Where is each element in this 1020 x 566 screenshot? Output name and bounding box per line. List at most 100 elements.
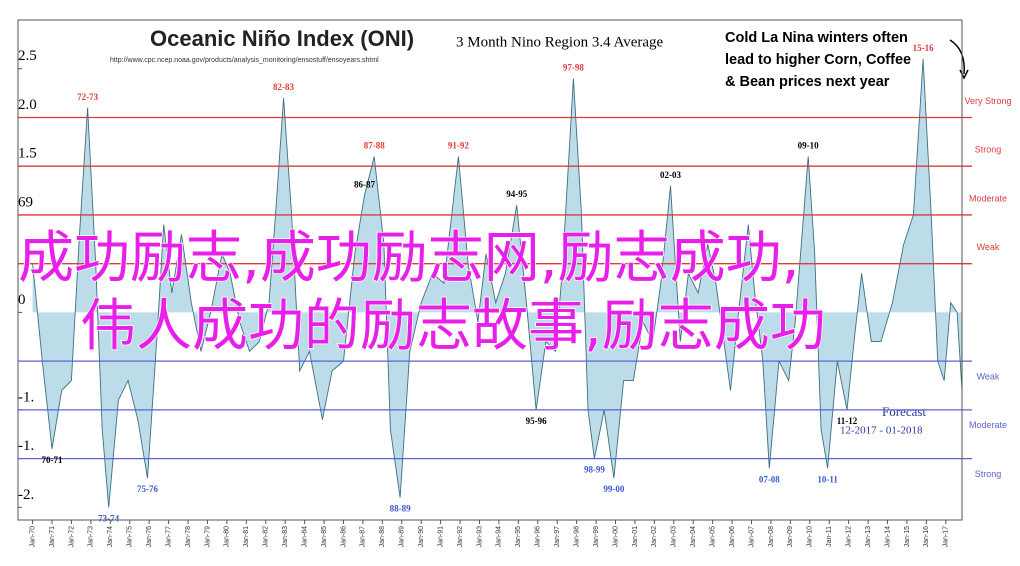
y-tick-label: 1.5 [18,146,37,162]
callout-line: lead to higher Corn, Coffee [725,52,911,68]
x-tick-label: Jan-17 [943,526,950,548]
x-tick-label: Jan-93 [476,526,483,548]
threshold-label: Weak [977,242,1000,252]
peak-label: 07-08 [759,474,780,484]
peak-label: 11-12 [837,416,858,426]
y-tick-label: 2.0 [18,97,37,113]
x-tick-label: Jan-80 [224,526,231,548]
peak-label: 94-95 [506,189,527,199]
x-tick-label: Jan-85 [321,526,328,548]
threshold-label: Strong [975,145,1002,155]
x-tick-label: Jan-14 [884,526,891,548]
x-tick-label: Jan-16 [923,526,930,548]
source-url: http://www.cpc.ncep.noaa.gov/products/an… [110,57,379,64]
x-tick-label: Jan-01 [632,526,639,548]
x-tick-label: Jan-84 [301,526,308,548]
x-tick-label: Jan-87 [360,526,367,548]
peak-label: 91-92 [448,141,469,151]
x-tick-label: Jan-03 [671,526,678,548]
x-tick-label: Jan-79 [204,526,211,548]
threshold-label: Weak [977,372,1000,382]
peak-label: 82-83 [273,82,294,92]
callout-line: & Bean prices next year [725,74,890,90]
peak-label: 09-10 [798,141,819,151]
peak-label: 97-98 [563,63,584,73]
chart-subtitle: 3 Month Nino Region 3.4 Average [456,34,664,50]
overlay-text: 成功励志,成功励志网,励志成功, [18,226,799,291]
x-tick-label: Jan-83 [282,526,289,548]
peak-label: 10-11 [817,474,838,484]
x-tick-label: Jan-90 [418,526,425,548]
peak-label: 02-03 [660,170,681,180]
x-tick-label: Jan-07 [748,526,755,548]
x-tick-label: Jan-99 [593,526,600,548]
forecast-period: 12-2017 - 01-2018 [840,425,923,437]
x-tick-label: Jan-00 [612,526,619,548]
x-tick-label: Jan-09 [787,526,794,548]
x-tick-label: Jan-73 [88,526,95,548]
callout-line: Cold La Nina winters often [725,30,908,46]
threshold-label: Moderate [969,193,1007,203]
x-tick-label: Jan-10 [807,526,814,548]
peak-label: 99-00 [603,484,624,494]
chart-title: Oceanic Niño Index (ONI) [150,26,414,51]
x-tick-label: Jan-81 [243,526,250,548]
y-tick-label: -2. [18,487,34,503]
x-tick-label: Jan-70 [29,526,36,548]
threshold-label: Very Strong [964,96,1011,106]
peak-label: 95-96 [526,416,547,426]
x-tick-label: Jan-06 [729,526,736,548]
x-tick-label: Jan-02 [651,526,658,548]
overlay-text: 伟人成功的励志故事,励志成功 [80,294,826,359]
x-tick-label: Jan-72 [68,526,75,548]
x-tick-label: Jan-15 [904,526,911,548]
threshold-label: Strong [975,469,1002,479]
peak-label: 98-99 [584,465,605,475]
x-tick-label: Jan-78 [185,526,192,548]
x-tick-label: Jan-98 [573,526,580,548]
x-tick-label: Jan-75 [127,526,134,548]
x-tick-label: Jan-88 [379,526,386,548]
x-tick-label: Jan-11 [826,526,833,547]
x-tick-label: Jan-08 [768,526,775,548]
x-tick-label: Jan-86 [340,526,347,548]
line [32,58,963,508]
y-tick-label: 2.5 [18,48,37,64]
plot: 2.5 2.0 1.5 69 0 -1. -1. -2. Very Strong Strong Mo… [18,43,1012,547]
x-tick-label: Jan-77 [165,526,172,548]
x-tick-label: Jan-94 [496,526,503,548]
peak-label: 70-71 [42,455,63,465]
x-tick-label: Jan-91 [437,526,444,548]
peak-label: 73-74 [98,513,119,523]
x-tick-label: Jan-96 [535,526,542,548]
peak-label: 15-16 [913,43,934,53]
area [32,59,963,508]
peak-label: 72-73 [77,92,98,102]
x-tick-label: Jan-89 [399,526,406,548]
y-tick-label: 69 [18,194,33,210]
x-tick-label: Jan-82 [263,526,270,548]
peak-label: 88-89 [390,504,411,514]
plot-frame [17,19,963,521]
x-tick-label: Jan-05 [709,526,716,548]
x-tick-label: Jan-95 [515,526,522,548]
x-tick-label: Jan-74 [107,526,114,548]
callout-arrowhead [959,69,969,80]
peak-label: 86-87 [354,180,375,190]
x-tick-label: Jan-13 [865,526,872,548]
peak-label: 87-88 [364,141,385,151]
forecast-label: Forecast [882,404,926,419]
peak-label: 75-76 [137,484,158,494]
y-tick-label: -1. [18,438,34,454]
y-tick-label: -1. [18,389,34,405]
threshold-label: Moderate [969,420,1007,430]
x-tick-label: Jan-92 [457,526,464,548]
y-tick-label: 0 [18,292,26,308]
x-tick-label: Jan-76 [146,526,153,548]
x-tick-label: Jan-04 [690,526,697,548]
x-tick-label: Jan-97 [554,526,561,548]
x-tick-label: Jan-12 [845,526,852,548]
